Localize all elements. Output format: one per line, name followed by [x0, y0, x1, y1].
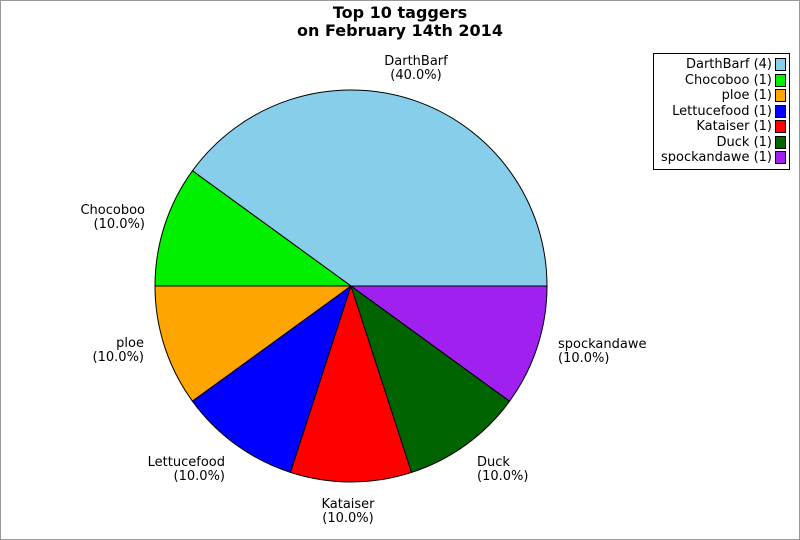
pie-label-name: Lettucefood	[147, 455, 225, 470]
legend-color-swatch	[775, 151, 786, 165]
pie-label-spockandawe: spockandawe (10.0%)	[558, 338, 646, 366]
legend-item-label: Chocoboo (1)	[684, 72, 772, 88]
legend-item-lettucefood: Lettucefood (1)	[657, 104, 786, 120]
legend-item-label: ploe (1)	[721, 88, 772, 104]
pie-label-name: Kataiser	[321, 497, 375, 512]
legend-color-swatch	[775, 58, 786, 72]
pie-label-name: DarthBarf	[384, 54, 448, 69]
pie-label-percent: (40.0%)	[390, 68, 442, 83]
legend-item-label: Kataiser (1)	[696, 119, 772, 135]
legend-entries: DarthBarf (4) Chocoboo (1) ploe (1) Lettuce…	[657, 57, 786, 166]
pie-label-percent: (10.0%)	[92, 350, 144, 365]
pie-slice-spockandawe	[350, 285, 548, 402]
pie-label-chocoboo: Chocoboo (10.0%)	[80, 204, 145, 232]
legend-item-ploe: ploe (1)	[657, 88, 786, 104]
legend-color-swatch	[775, 104, 786, 118]
legend-item-label: Lettucefood (1)	[672, 103, 772, 119]
legend-color-swatch	[775, 89, 786, 103]
legend-item-label: spockandawe (1)	[660, 150, 772, 166]
legend-item-darthbarf: DarthBarf (4)	[657, 57, 786, 73]
chart-title-line1: Top 10 taggers	[332, 3, 468, 22]
pie-slice-lettucefood	[191, 285, 352, 473]
pie-slice-chocoboo	[154, 170, 352, 287]
pie-label-percent: (10.0%)	[558, 351, 610, 366]
pie-slice-darthbarf	[191, 89, 548, 287]
pie-label-ploe: ploe (10.0%)	[93, 337, 144, 365]
pie-label-name: Duck	[477, 455, 510, 470]
legend-box: DarthBarf (4) Chocoboo (1) ploe (1) Lettuce…	[653, 53, 790, 170]
pie-label-duck: Duck (10.0%)	[477, 456, 528, 484]
pie-slice-duck	[350, 285, 511, 473]
pie-label-percent: (10.0%)	[93, 217, 145, 232]
pie-label-kataiser: Kataiser (10.0%)	[321, 498, 374, 526]
pie-slice-ploe	[154, 285, 352, 402]
chart-title-line2: on February 14th 2014	[297, 21, 503, 40]
pie-label-percent: (10.0%)	[477, 469, 529, 484]
pie-slice-kataiser	[289, 285, 413, 483]
legend-item-kataiser: Kataiser (1)	[657, 119, 786, 135]
legend-item-label: Duck (1)	[716, 134, 772, 150]
legend-color-swatch	[775, 135, 786, 149]
legend-item-duck: Duck (1)	[657, 135, 786, 151]
chart-title: Top 10 taggers on February 14th 2014	[1, 4, 799, 40]
pie-label-name: spockandawe	[558, 337, 647, 352]
legend-item-chocoboo: Chocoboo (1)	[657, 73, 786, 89]
pie-label-name: ploe	[116, 336, 144, 351]
legend-item-spockandawe: spockandawe (1)	[657, 150, 786, 166]
pie-label-darthbarf: DarthBarf (40.0%)	[384, 55, 447, 83]
pie-label-percent: (10.0%)	[173, 469, 225, 484]
legend-item-label: DarthBarf (4)	[685, 57, 772, 73]
pie-label-name: Chocoboo	[80, 203, 145, 218]
pie-label-lettucefood: Lettucefood (10.0%)	[148, 456, 225, 484]
legend-color-swatch	[775, 120, 786, 134]
legend-color-swatch	[775, 73, 786, 87]
pie-label-percent: (10.0%)	[322, 511, 374, 526]
pie-slices	[154, 89, 548, 483]
